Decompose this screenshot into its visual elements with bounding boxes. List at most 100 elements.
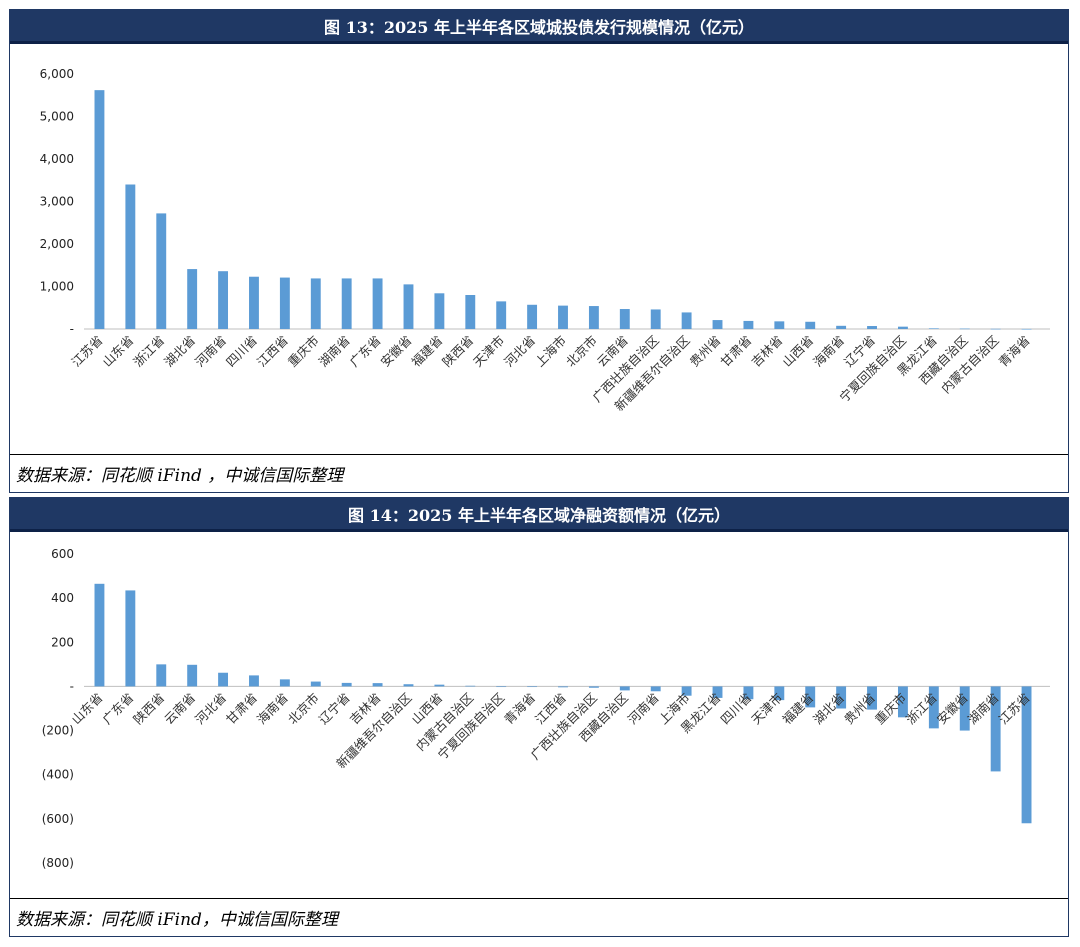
- x-tick-label: 青海省: [501, 690, 538, 727]
- x-tick-label: 山东省: [68, 690, 105, 727]
- x-tick-label: 安徽省: [377, 333, 414, 370]
- y-tick-label: 4,000: [40, 152, 74, 166]
- bar: [279, 277, 290, 329]
- chart-14-container: (800) (600) (400) (200) - 200 400 600 山东省 广东省 陕西省云…: [12, 534, 1066, 884]
- x-tick-label: 广东省: [347, 333, 384, 370]
- bar: [279, 679, 290, 687]
- y-tick-label: (800): [42, 856, 74, 870]
- y-tick-label: 600: [51, 547, 74, 561]
- bar: [959, 328, 970, 330]
- bar: [218, 271, 229, 329]
- bar: [867, 686, 877, 710]
- x-tick-label: 江西省: [254, 333, 291, 370]
- x-tick-label: 河北省: [501, 333, 538, 370]
- bar: [650, 309, 661, 329]
- y-tick-label: 200: [51, 635, 74, 649]
- y-tick-label: 5,000: [40, 110, 74, 124]
- x-tick-label: 青海省: [996, 333, 1033, 370]
- x-tick-label: 福建省: [408, 333, 445, 370]
- y-tick-label: -: [70, 322, 74, 336]
- bar: [527, 686, 538, 688]
- x-tick-label: 四川省: [717, 690, 754, 727]
- figure-14-title: 图 14：2025 年上半年各区域净融资额情况（亿元）: [10, 498, 1068, 532]
- x-tick-label: 湖北省: [161, 333, 198, 370]
- y-tick-label: 2,000: [40, 237, 74, 251]
- bar: [774, 321, 785, 329]
- bar: [805, 686, 816, 708]
- x-tick-label: 上海市: [532, 333, 569, 370]
- y-tick-label: 400: [51, 591, 74, 605]
- bar: [959, 686, 970, 731]
- bar: [465, 295, 476, 329]
- x-tick-label: 湖南省: [316, 333, 353, 370]
- x-tick-label: 辽宁省: [316, 690, 353, 727]
- bar: [218, 672, 229, 687]
- x-tick-label: 贵州省: [687, 333, 724, 370]
- x-tick-label: 甘肃省: [223, 690, 260, 727]
- x-tick-label: 重庆市: [285, 333, 322, 370]
- x-tick-label: 河南省: [625, 690, 662, 727]
- chart-14-svg: (800) (600) (400) (200) - 200 400 600 山东省广东省陕西省云…: [42, 547, 1050, 870]
- y-tick-label: -: [70, 679, 74, 693]
- y-tick-label: 1,000: [40, 280, 74, 294]
- x-tick-label: 北京市: [285, 690, 322, 727]
- x-tick-label: 山东省: [99, 333, 136, 370]
- bar: [836, 686, 847, 709]
- bar: [94, 90, 105, 330]
- bar: [249, 675, 259, 687]
- bar: [156, 664, 167, 687]
- bar: [712, 686, 723, 698]
- figure-14-source: 数据来源：同花顺 iFind，中诚信国际整理: [10, 898, 1068, 936]
- y-tick-label: (600): [42, 812, 74, 826]
- bar: [496, 301, 507, 329]
- x-tick-label: 江苏省: [68, 333, 105, 370]
- x-tick-label: 海南省: [810, 333, 847, 370]
- y-tick-label: (400): [42, 768, 74, 782]
- bar: [465, 685, 476, 687]
- bar: [836, 325, 847, 329]
- x-tick-label: 福建省: [779, 690, 816, 727]
- figure-14-panel: 图 14：2025 年上半年各区域净融资额情况（亿元） (800) (600) (4…: [9, 497, 1069, 937]
- bar: [187, 664, 198, 687]
- bar: [712, 320, 723, 329]
- bar: [650, 686, 661, 692]
- x-tick-label: 广东省: [99, 690, 136, 727]
- bar: [125, 184, 136, 329]
- bar: [434, 293, 445, 329]
- x-tick-label: 河南省: [192, 333, 229, 370]
- bar: [558, 305, 568, 329]
- x-tick-label: 云南省: [161, 690, 198, 727]
- bar: [774, 686, 785, 701]
- bar: [588, 686, 599, 688]
- x-tick-label: 海南省: [254, 690, 291, 727]
- x-tick-label: 河北省: [192, 690, 229, 727]
- x-tick-label: 浙江省: [130, 333, 167, 370]
- y-tick-label: 6,000: [40, 67, 74, 81]
- bar: [341, 682, 352, 687]
- bar: [249, 276, 259, 329]
- x-tick-label: 湖北省: [810, 690, 847, 727]
- bar: [496, 686, 507, 688]
- bar: [867, 326, 877, 329]
- figure-13-source: 数据来源：同花顺 iFind ，中诚信国际整理: [10, 454, 1068, 492]
- bar: [94, 583, 105, 687]
- x-tick-label: 天津市: [470, 333, 507, 370]
- bar: [990, 686, 1001, 772]
- bar: [928, 328, 939, 329]
- y-tick-label: 3,000: [40, 195, 74, 209]
- bar: [681, 312, 692, 329]
- figure-13-panel: 图 13：2025 年上半年各区域城投债发行规模情况（亿元） - 1,000 2,0…: [9, 9, 1069, 493]
- bar: [928, 686, 939, 729]
- bar: [743, 686, 754, 700]
- x-tick-label: 陕西省: [439, 333, 476, 370]
- bar: [681, 686, 692, 696]
- bar: [990, 328, 1001, 330]
- bar: [1021, 328, 1032, 330]
- bar: [805, 321, 816, 329]
- bar: [310, 278, 321, 329]
- y-tick-label: (200): [42, 724, 74, 738]
- bar: [588, 306, 599, 329]
- bar: [619, 309, 630, 329]
- bar: [619, 686, 630, 691]
- bar: [187, 269, 198, 329]
